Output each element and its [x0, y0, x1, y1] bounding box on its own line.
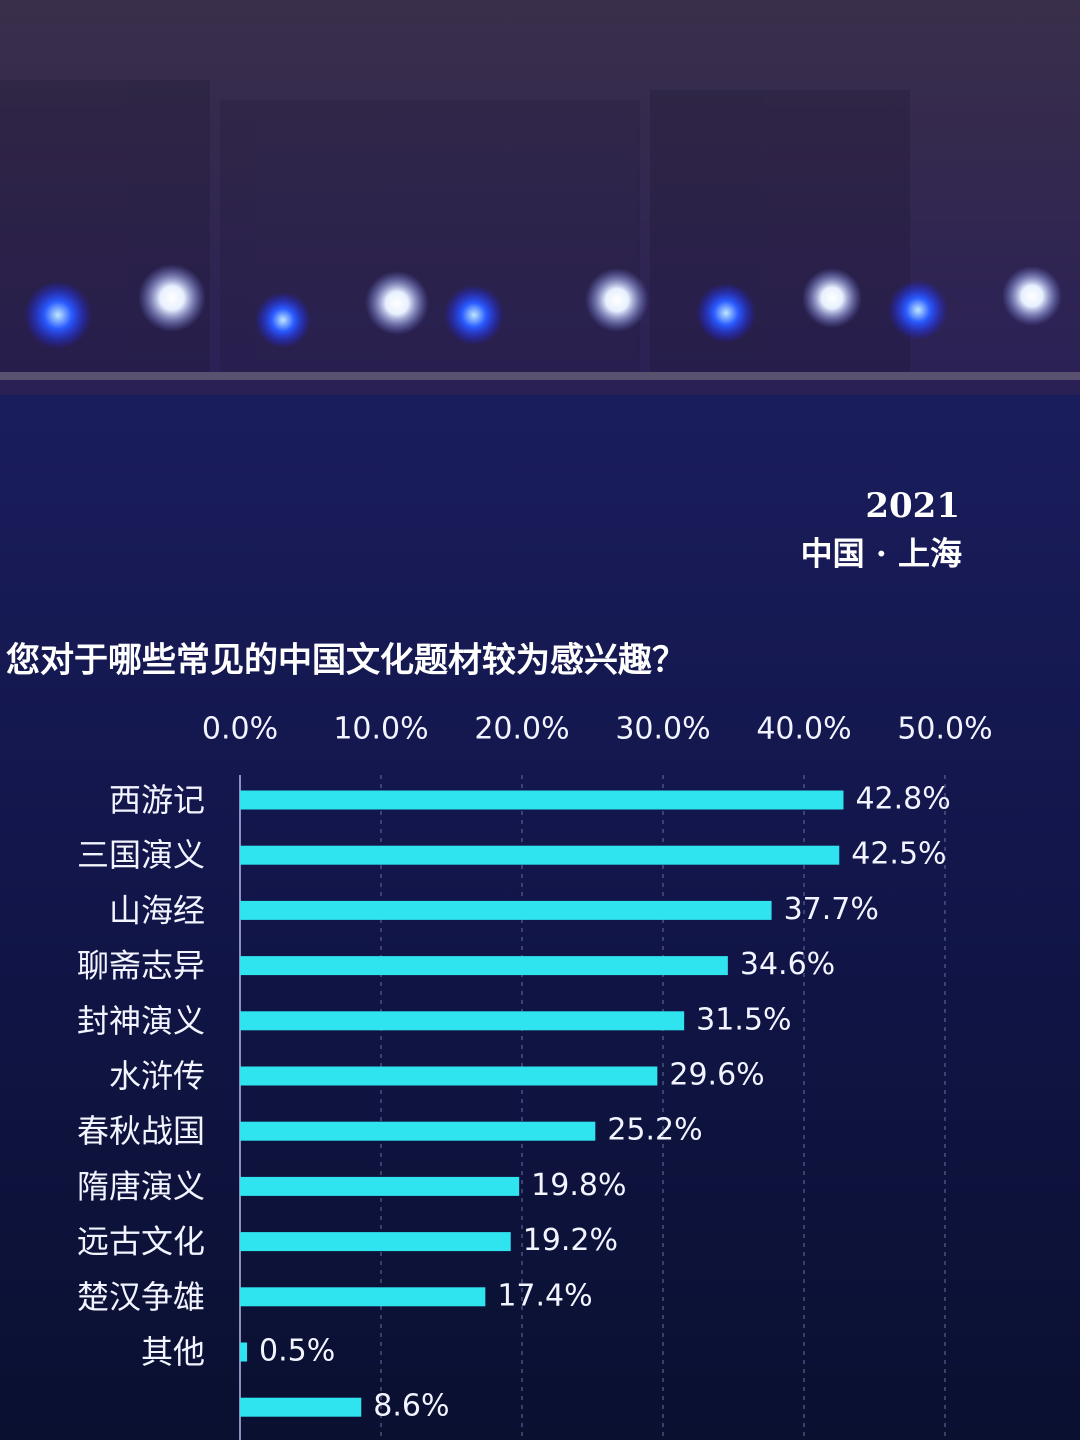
value-label: 31.5% — [696, 1002, 791, 1037]
value-label: 42.8% — [855, 782, 950, 817]
plot: 0.0% 10.0% 20.0% 30.0% 40.0% 50.0% 西游记 42.8% 三国演… — [77, 712, 993, 1440]
bar — [240, 1176, 520, 1196]
category-label: 西游记 — [109, 781, 205, 819]
x-tick-label: 0.0% — [202, 712, 278, 747]
stage-panels — [0, 80, 910, 380]
bar — [240, 900, 772, 920]
x-tick-label: 10.0% — [333, 712, 428, 747]
category-label: 隋唐演义 — [77, 1167, 205, 1205]
category-label: 其他 — [141, 1333, 205, 1371]
bar — [240, 1287, 486, 1307]
value-label: 37.7% — [784, 892, 879, 927]
x-tick-label: 40.0% — [756, 712, 851, 747]
bar — [240, 1342, 248, 1362]
category-label: 水浒传 — [109, 1057, 205, 1095]
bar — [240, 790, 844, 810]
category-label: 封神演义 — [77, 1002, 205, 1040]
x-tick-label: 20.0% — [474, 712, 569, 747]
bar — [240, 1066, 658, 1086]
category-label: 三国演义 — [77, 836, 205, 874]
x-tick-label: 50.0% — [897, 712, 992, 747]
value-label: 34.6% — [740, 947, 835, 982]
x-tick-label: 30.0% — [615, 712, 710, 747]
location: 中国 · 上海 — [801, 535, 962, 573]
value-label: 29.6% — [669, 1058, 764, 1093]
stage-lights — [0, 264, 1080, 380]
category-label: 远古文化 — [77, 1223, 205, 1261]
bar — [240, 956, 728, 976]
bar — [240, 1011, 685, 1031]
category-label: 山海经 — [109, 891, 205, 929]
value-label: 0.5% — [259, 1334, 335, 1369]
value-label: 17.4% — [497, 1278, 592, 1313]
bar — [240, 845, 840, 865]
year: 2021 — [865, 486, 960, 526]
bar — [240, 1397, 362, 1417]
value-label: 8.6% — [373, 1389, 449, 1424]
chart-title: 您对于哪些常见的中国文化题材较为感兴趣？ — [6, 641, 686, 681]
value-label: 19.2% — [523, 1223, 618, 1258]
value-label: 19.8% — [531, 1168, 626, 1203]
value-label: 25.2% — [607, 1113, 702, 1148]
bar — [240, 1121, 596, 1141]
category-label: 聊斋志异 — [77, 947, 205, 985]
value-label: 42.5% — [851, 837, 946, 872]
category-label: 楚汉争雄 — [77, 1278, 205, 1316]
category-label: 春秋战国 — [77, 1112, 205, 1150]
bar — [240, 1232, 511, 1252]
